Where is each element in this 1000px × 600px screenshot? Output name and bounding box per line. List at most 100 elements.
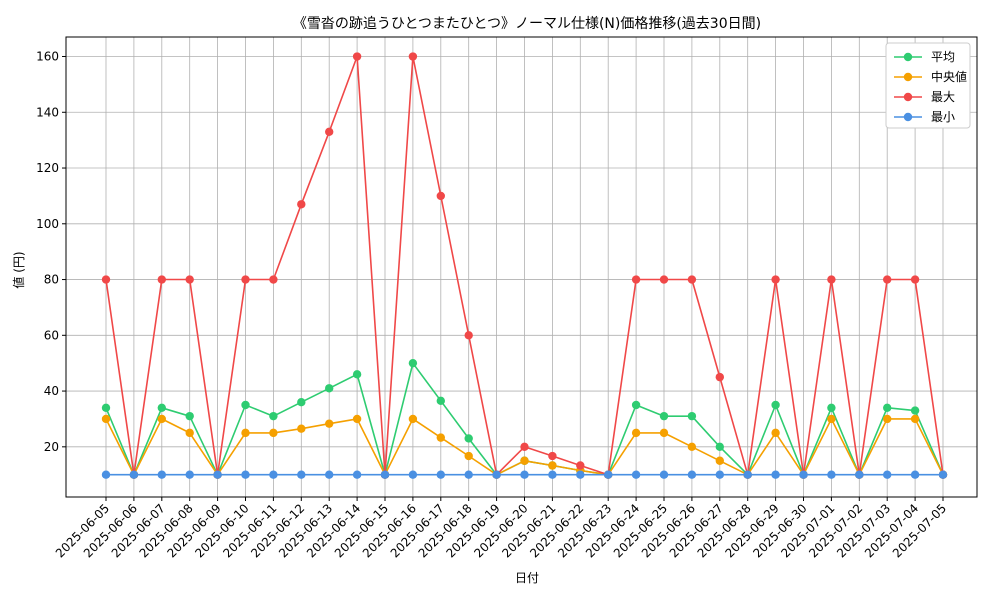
data-point: [408, 414, 418, 424]
legend-marker: [903, 112, 913, 122]
y-tick-label: 160: [36, 50, 59, 64]
data-point: [910, 275, 920, 284]
data-point: [520, 470, 529, 479]
data-point: [659, 411, 669, 421]
data-point: [101, 275, 111, 284]
legend-marker: [903, 92, 913, 102]
data-point: [241, 400, 250, 410]
y-tick-label: 80: [44, 273, 59, 287]
legend-label: 中央値: [931, 69, 967, 84]
data-point: [213, 470, 222, 479]
y-tick-label: 140: [36, 105, 59, 119]
data-point: [631, 400, 641, 410]
series-layer: [101, 52, 948, 479]
data-point: [659, 470, 669, 479]
data-point: [464, 434, 473, 443]
data-point: [436, 470, 445, 479]
data-point: [408, 52, 418, 61]
legend-label: 平均: [931, 50, 955, 64]
data-point: [352, 470, 362, 479]
data-point: [827, 275, 836, 284]
data-point: [715, 372, 724, 382]
data-point: [297, 200, 306, 209]
data-point: [576, 470, 585, 479]
data-point: [548, 461, 557, 470]
data-point: [157, 275, 166, 284]
data-point: [631, 470, 641, 479]
data-point: [101, 414, 111, 424]
data-point: [883, 414, 892, 424]
data-point: [185, 428, 194, 438]
data-point: [771, 470, 780, 479]
data-point: [129, 470, 139, 479]
data-point: [827, 414, 836, 424]
legend-marker: [903, 52, 913, 62]
y-axis-title: 値 (円): [11, 251, 26, 288]
data-point: [548, 470, 557, 479]
data-point: [799, 470, 808, 479]
data-point: [910, 406, 920, 415]
data-point: [241, 275, 250, 284]
data-point: [631, 428, 641, 438]
data-point: [464, 451, 473, 461]
x-axis: 2025-06-052025-06-062025-06-072025-06-08…: [53, 497, 949, 560]
data-point: [687, 411, 697, 421]
data-point: [269, 411, 278, 421]
data-point: [771, 400, 780, 410]
data-point: [827, 470, 836, 479]
series-最小: [101, 470, 948, 479]
data-point: [269, 275, 278, 284]
data-point: [687, 470, 697, 479]
data-point: [687, 442, 697, 452]
data-point: [659, 275, 669, 284]
legend-label: 最小: [931, 110, 955, 124]
data-point: [548, 451, 557, 461]
data-point: [771, 275, 780, 284]
data-point: [325, 419, 334, 428]
data-point: [827, 403, 836, 412]
data-point: [408, 470, 418, 479]
data-point: [520, 442, 529, 452]
data-point: [910, 470, 920, 479]
data-point: [604, 470, 613, 479]
data-point: [185, 470, 194, 479]
data-point: [269, 470, 278, 479]
data-point: [325, 384, 334, 393]
data-point: [910, 414, 920, 424]
data-point: [743, 470, 752, 479]
data-point: [241, 470, 250, 479]
data-point: [715, 470, 724, 479]
data-point: [436, 191, 445, 201]
legend-box: [885, 42, 971, 129]
data-point: [715, 456, 724, 465]
y-axis: 20 40 60 80 100 120 140 160: [36, 50, 66, 454]
data-point: [715, 442, 724, 452]
data-point: [325, 470, 334, 479]
data-point: [185, 411, 194, 421]
y-tick-label: 100: [36, 217, 59, 231]
data-point: [883, 470, 892, 479]
legend-label: 最大: [931, 90, 955, 104]
data-point: [352, 52, 362, 61]
data-point: [241, 428, 250, 438]
y-tick-label: 40: [44, 384, 59, 398]
data-point: [576, 461, 585, 470]
data-point: [687, 275, 697, 284]
data-point: [659, 428, 669, 438]
data-point: [269, 428, 278, 438]
data-point: [464, 470, 473, 479]
data-point: [436, 396, 445, 406]
data-point: [380, 470, 390, 479]
data-point: [883, 403, 892, 412]
data-point: [492, 470, 501, 479]
legend-marker: [903, 72, 913, 82]
data-point: [436, 433, 445, 442]
x-axis-title: 日付: [515, 571, 539, 585]
data-point: [101, 403, 111, 412]
data-point: [464, 331, 473, 340]
data-point: [352, 370, 362, 379]
data-point: [297, 424, 306, 433]
data-point: [883, 275, 892, 284]
